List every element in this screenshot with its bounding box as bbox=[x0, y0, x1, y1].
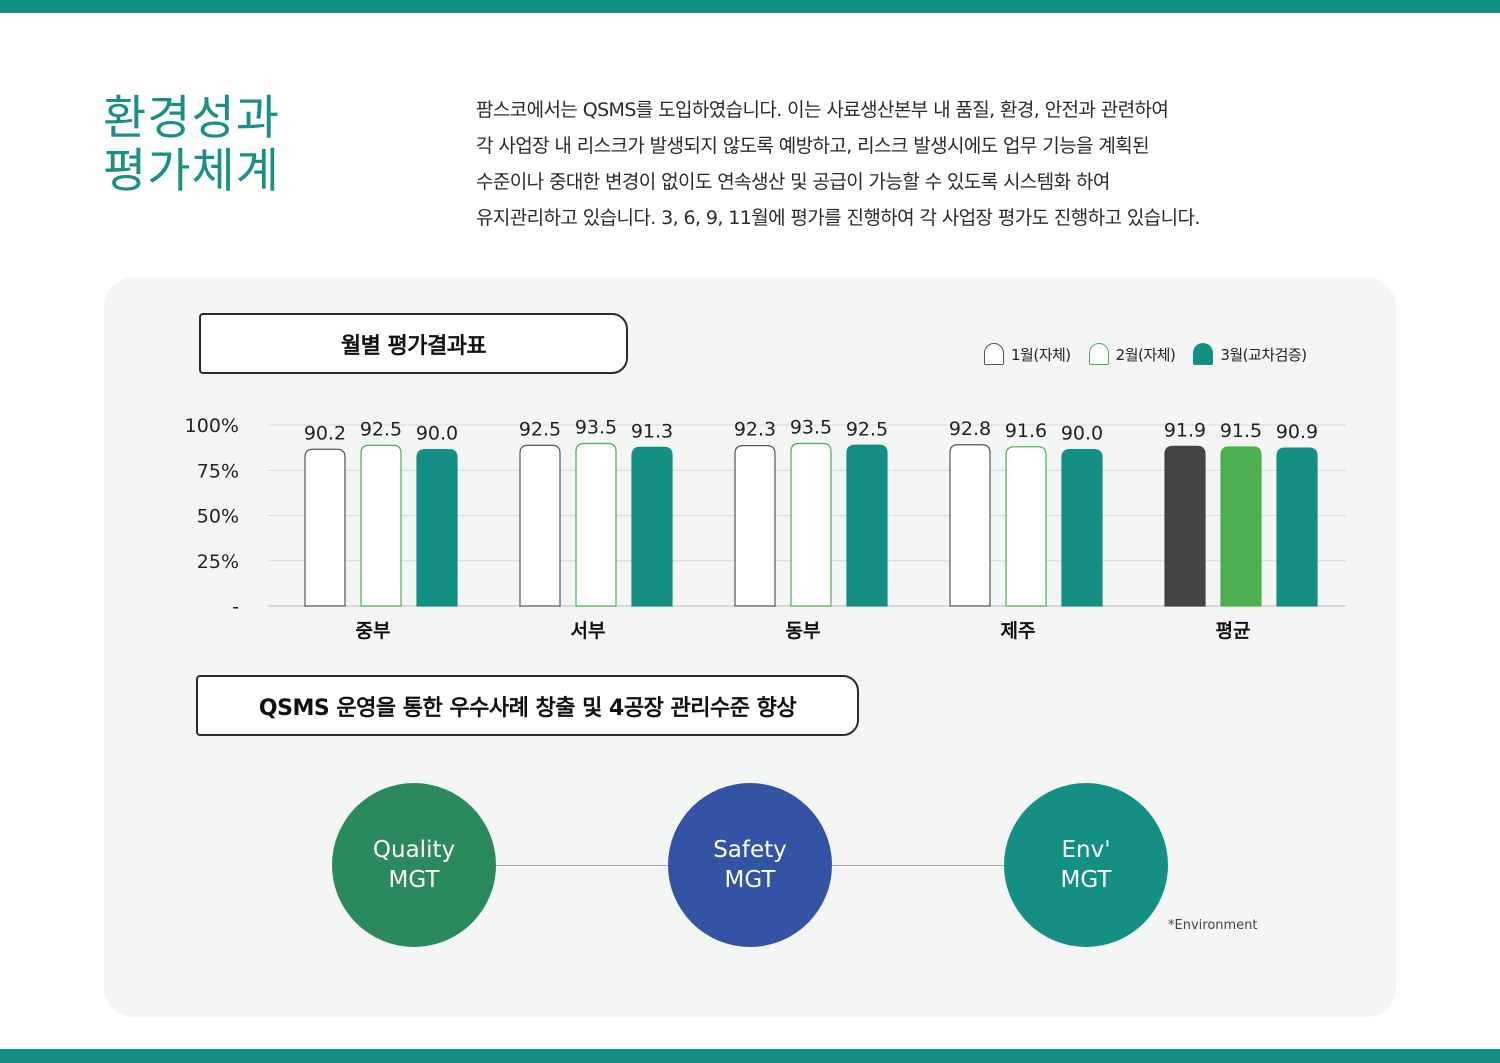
qsms-title-tag: QSMS 운영을 통한 우수사례 창출 및 4공장 관리수준 향상 bbox=[196, 675, 859, 736]
quality-mgt-line1: Quality bbox=[372, 837, 456, 863]
data-label: 90.0 bbox=[416, 423, 458, 445]
bar-0-1 bbox=[360, 444, 402, 607]
safety-mgt-circle: Safety MGT bbox=[668, 783, 832, 947]
data-label: 90.2 bbox=[304, 422, 346, 444]
safety-mgt-line2: MGT bbox=[724, 867, 776, 893]
data-label: 92.5 bbox=[846, 418, 888, 440]
data-label: 93.5 bbox=[575, 417, 617, 439]
y-tick-label: 25% bbox=[197, 551, 239, 573]
bar-0-0 bbox=[304, 448, 346, 607]
x-category-label: 동부 bbox=[786, 620, 821, 642]
page-title-line2: 평가체계 bbox=[103, 144, 280, 199]
legend-item-mar: 3월(교차검증) bbox=[1193, 343, 1307, 365]
y-tick-label: 75% bbox=[197, 460, 239, 482]
legend-label-mar: 3월(교차검증) bbox=[1220, 345, 1307, 364]
data-label: 90.9 bbox=[1276, 421, 1318, 443]
y-tick-label: 50% bbox=[197, 506, 239, 528]
bar-4-1 bbox=[1220, 446, 1262, 607]
legend-item-jan: 1월(자체) bbox=[984, 343, 1071, 365]
bar-4-0 bbox=[1164, 445, 1206, 607]
data-label: 92.5 bbox=[360, 418, 402, 440]
quality-mgt-circle: Quality MGT bbox=[332, 783, 496, 947]
bar-1-1 bbox=[575, 442, 617, 607]
intro-line-3: 수준이나 중대한 변경이 없이도 연속생산 및 공급이 가능할 수 있도록 시스… bbox=[476, 171, 1110, 193]
bar-1-2 bbox=[631, 446, 673, 607]
legend-swatch-mar bbox=[1193, 343, 1214, 365]
bar-2-1 bbox=[790, 442, 832, 607]
bar-1-0 bbox=[519, 444, 561, 607]
environment-footnote: *Environment bbox=[1168, 918, 1258, 933]
intro-line-2: 각 사업장 내 리스크가 발생되지 않도록 예방하고, 리스크 발생시에도 업무… bbox=[476, 135, 1150, 157]
data-label: 91.3 bbox=[631, 420, 673, 442]
bar-3-0 bbox=[949, 444, 991, 607]
legend-swatch-feb bbox=[1088, 343, 1109, 365]
data-label: 92.8 bbox=[949, 418, 991, 440]
chart-legend: 1월(자체) 2월(자체) 3월(교차검증) bbox=[984, 342, 1307, 366]
data-label: 91.5 bbox=[1220, 420, 1262, 442]
data-label: 91.9 bbox=[1164, 419, 1206, 441]
env-mgt-line2: MGT bbox=[1060, 867, 1112, 893]
x-category-label: 서부 bbox=[571, 620, 606, 642]
chart-title-tag: 월별 평가결과표 bbox=[199, 313, 628, 374]
bottom-accent-band bbox=[0, 1049, 1500, 1063]
page-title: 환경성과 평가체계 bbox=[103, 92, 423, 198]
x-category-label: 제주 bbox=[1001, 620, 1036, 642]
data-label: 93.5 bbox=[790, 417, 832, 439]
bar-2-2 bbox=[846, 444, 888, 607]
legend-item-feb: 2월(자체) bbox=[1088, 343, 1176, 365]
top-accent-band bbox=[0, 0, 1500, 13]
quality-mgt-line2: MGT bbox=[388, 867, 440, 893]
data-label: 92.5 bbox=[519, 418, 561, 440]
bar-2-0 bbox=[734, 445, 776, 607]
legend-label-jan: 1월(자체) bbox=[1011, 345, 1071, 364]
bar-3-1 bbox=[1005, 446, 1047, 607]
intro-line-4: 유지관리하고 있습니다. 3, 6, 9, 11월에 평가를 진행하여 각 사업… bbox=[476, 207, 1200, 229]
intro-paragraph: 팜스코에서는 QSMS를 도입하였습니다. 이는 사료생산본부 내 품질, 환경… bbox=[476, 92, 1376, 236]
legend-swatch-jan bbox=[984, 343, 1004, 365]
bar-0-2 bbox=[416, 449, 458, 607]
env-mgt-line1: Env' bbox=[1061, 837, 1111, 863]
safety-mgt-line1: Safety bbox=[713, 837, 787, 863]
bar-4-2 bbox=[1276, 447, 1318, 607]
data-label: 91.6 bbox=[1005, 420, 1047, 442]
bar-3-2 bbox=[1061, 449, 1103, 607]
y-tick-label: 100% bbox=[185, 415, 239, 437]
env-mgt-circle: Env' MGT bbox=[1004, 783, 1168, 947]
x-category-label: 평균 bbox=[1216, 620, 1251, 642]
x-category-label: 중부 bbox=[356, 620, 391, 642]
y-tick-label: - bbox=[232, 596, 239, 618]
legend-label-feb: 2월(자체) bbox=[1115, 345, 1176, 364]
data-label: 92.3 bbox=[734, 419, 776, 441]
page-title-line1: 환경성과 bbox=[103, 91, 280, 146]
intro-line-1: 팜스코에서는 QSMS를 도입하였습니다. 이는 사료생산본부 내 품질, 환경… bbox=[476, 99, 1169, 121]
data-label: 90.0 bbox=[1061, 423, 1103, 445]
